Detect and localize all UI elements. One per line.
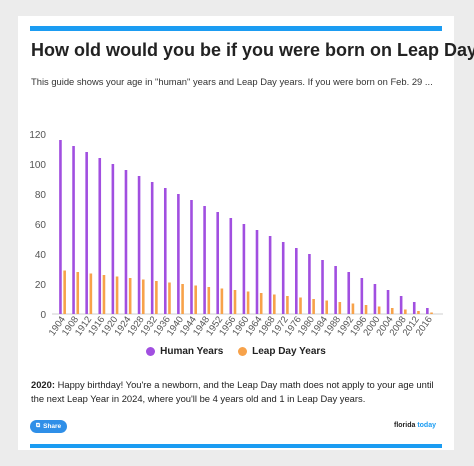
bar-leap-day-years[interactable] — [155, 281, 158, 314]
brand-logo: florida today — [394, 422, 436, 429]
bar-leap-day-years[interactable] — [63, 270, 66, 315]
bar-leap-day-years[interactable] — [325, 300, 329, 315]
footnote-text: Happy birthday! You're a newborn, and th… — [31, 379, 434, 404]
bar-leap-day-years[interactable] — [351, 303, 355, 315]
bar-human-years[interactable] — [426, 308, 429, 314]
bar-human-years[interactable] — [242, 224, 246, 314]
legend: Human Years Leap Day Years — [18, 346, 454, 359]
y-axis: 120 100 80 60 40 20 0 — [29, 130, 46, 321]
bar-leap-day-years[interactable] — [246, 291, 250, 315]
brand-name: florida — [393, 422, 416, 429]
bar-leap-day-years[interactable] — [417, 311, 420, 314]
bar-human-years[interactable] — [334, 266, 337, 314]
legend-dot-leap — [238, 347, 248, 356]
y-tick-label: 80 — [35, 190, 47, 201]
chart-title: How old would you be if you were born on… — [31, 40, 474, 60]
bar-leap-day-years[interactable] — [299, 297, 302, 315]
bar-human-years[interactable] — [281, 242, 285, 314]
footnote: 2020: Happy birthday! You're a newborn, … — [31, 378, 443, 406]
bar-leap-day-years[interactable] — [194, 285, 197, 315]
bar-human-years[interactable] — [85, 152, 88, 314]
share-label: Share — [43, 423, 62, 430]
bar-human-years[interactable] — [216, 212, 219, 314]
bar-human-years[interactable] — [347, 272, 351, 314]
bar-human-years[interactable] — [177, 194, 180, 314]
bar-human-years[interactable] — [399, 296, 403, 314]
legend-dot-human — [146, 347, 156, 356]
bar-leap-day-years[interactable] — [273, 294, 276, 315]
bar-leap-day-years[interactable] — [259, 293, 263, 314]
bar-human-years[interactable] — [295, 248, 298, 314]
legend-item-leap[interactable]: Leap Day Years — [238, 346, 326, 357]
bar-leap-day-years[interactable] — [390, 308, 394, 314]
y-tick-label: 20 — [35, 280, 47, 291]
bar-leap-day-years[interactable] — [115, 276, 119, 315]
bar-human-years[interactable] — [308, 254, 311, 314]
chart-card: How old would you be if you were born on… — [18, 16, 474, 450]
bar-human-years[interactable] — [412, 302, 416, 314]
bar-leap-day-years[interactable] — [141, 279, 145, 315]
bar-human-years[interactable] — [360, 278, 364, 314]
top-accent-bar — [30, 26, 442, 31]
bar-leap-day-years[interactable] — [207, 287, 211, 314]
bar-leap-day-years[interactable] — [102, 275, 106, 314]
bar-human-years[interactable] — [255, 230, 259, 314]
bar-human-years[interactable] — [386, 290, 390, 314]
bar-leap-day-years[interactable] — [89, 273, 93, 315]
bar-leap-day-years[interactable] — [338, 302, 342, 314]
bar-human-years[interactable] — [203, 206, 206, 314]
bar-human-years[interactable] — [98, 158, 102, 314]
y-tick-label: 120 — [29, 130, 46, 141]
bar-human-years[interactable] — [268, 236, 272, 314]
bar-human-years[interactable] — [137, 176, 141, 314]
footnote-year: 2020: — [31, 379, 55, 390]
legend-item-human[interactable]: Human Years — [146, 346, 223, 357]
bar-leap-day-years[interactable] — [233, 290, 237, 314]
bar-human-years[interactable] — [373, 284, 377, 314]
legend-label-leap: Leap Day Years — [252, 346, 326, 357]
brand-accent: today — [417, 422, 436, 429]
bar-leap-day-years[interactable] — [404, 309, 407, 315]
share-icon: ⧉ — [35, 423, 41, 429]
bar-human-years[interactable] — [163, 188, 167, 314]
legend-label-human: Human Years — [160, 346, 224, 357]
bar-human-years[interactable] — [229, 218, 233, 314]
x-axis: 1904190819121916192019241928193219361940… — [47, 314, 435, 338]
bar-leap-day-years[interactable] — [181, 284, 184, 314]
bar-leap-day-years[interactable] — [128, 278, 132, 314]
bar-leap-day-years[interactable] — [76, 272, 80, 314]
bar-human-years[interactable] — [124, 170, 128, 314]
y-tick-label: 40 — [35, 250, 47, 261]
bar-leap-day-years[interactable] — [168, 282, 171, 315]
bar-human-years[interactable] — [190, 200, 193, 314]
chart-subtitle: This guide shows your age in "human" yea… — [31, 76, 433, 87]
bar-leap-day-years[interactable] — [312, 299, 315, 314]
bar-leap-day-years[interactable] — [364, 305, 368, 314]
bar-human-years[interactable] — [150, 182, 154, 314]
bar-leap-day-years[interactable] — [377, 306, 381, 315]
bar-leap-day-years[interactable] — [220, 288, 224, 315]
bar-human-years[interactable] — [321, 260, 324, 314]
bar-leap-day-years[interactable] — [430, 312, 433, 315]
y-tick-label: 60 — [35, 220, 47, 231]
bar-human-years[interactable] — [72, 146, 75, 314]
bars-group — [59, 140, 433, 314]
bar-human-years[interactable] — [59, 140, 62, 314]
bar-leap-day-years[interactable] — [286, 296, 289, 314]
bar-chart: 120 100 80 60 40 20 0 190419081912191619201924… — [29, 130, 443, 338]
y-tick-label: 0 — [40, 310, 46, 321]
share-button[interactable]: ⧉ Share — [30, 420, 67, 433]
bottom-accent-bar — [30, 444, 442, 448]
y-tick-label: 100 — [29, 160, 46, 171]
bar-human-years[interactable] — [111, 164, 115, 314]
